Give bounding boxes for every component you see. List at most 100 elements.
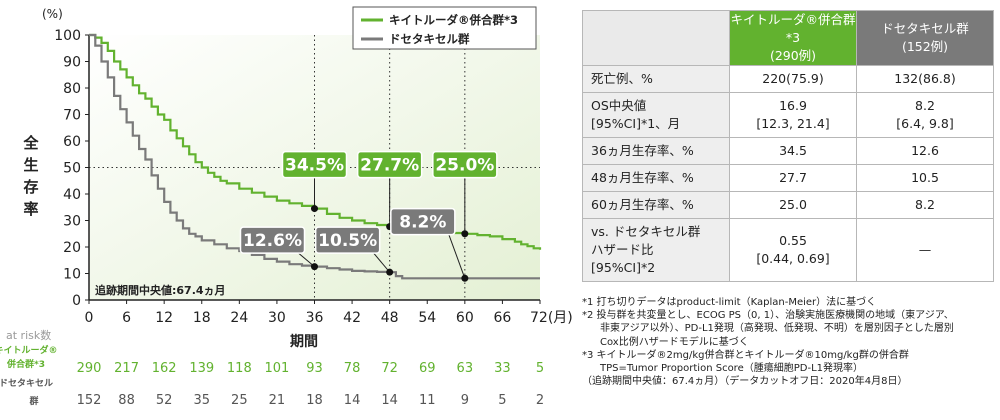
annotation-label: 12.6% [243,231,302,251]
at-risk-value: 93 [306,361,323,376]
at-risk-value: 290 [77,361,102,376]
at-risk-value: 33 [494,361,511,376]
cell-keytruda: 0.55 [0.44, 0.69] [729,218,857,282]
table-row: 48ヵ月生存率、% 27.7 10.5 [582,164,994,192]
row-label-text: ハザード比 [591,242,654,257]
header-keytruda-line2: (290例) [769,48,817,63]
x-tick-label: 6 [122,310,131,326]
cell-keytruda: 25.0 [729,191,857,219]
footnote-2: *2 投与群を共変量とし、ECOG PS（0, 1）、治験実施医療機関の地域（東… [582,310,954,322]
table-corner-cell [582,10,730,66]
header-keytruda: キイトルーダ®併合群*3 (290例) [729,10,857,66]
at-risk-value: 78 [344,361,361,376]
header-docetaxel-line1: ドセタキセル群 [881,21,969,36]
annotation-connector [448,234,466,279]
annotation-box [356,150,423,179]
cell-text: 27.7 [779,170,807,185]
summary-table: キイトルーダ®併合群*3 (290例) ドセタキセル群 (152例) 死亡例、%… [582,10,994,282]
at-risk-value: 152 [77,393,102,408]
cell-docetaxel: 10.5 [856,164,994,192]
x-tick-label: 54 [418,310,436,326]
annotation-point [461,274,469,282]
at-risk-label-docetaxel-1: ドセタキセル [0,377,53,389]
cell-text: 34.5 [779,143,807,158]
annotation-box [314,226,381,254]
cell-docetaxel: 12.6 [856,137,994,165]
at-risk-value: 25 [231,393,248,408]
y-tick-label: 30 [63,214,81,230]
annotation-label: 10.5% [318,231,377,251]
y-tick-label: 60 [63,134,81,150]
x-tick-label: 24 [230,310,248,326]
at-risk-value: 101 [265,361,290,376]
legend-label-docetaxel: ドセタキセル群 [389,32,470,46]
annotation-label: 27.7% [360,156,419,176]
at-risk-value: 35 [193,393,210,408]
annotation-point [386,268,394,276]
y-tick-label: 0 [72,293,81,309]
at-risk-value: 18 [306,393,323,408]
at-risk-label-docetaxel-2: 群 [28,395,38,407]
annotation-box [432,150,498,179]
footnote-followup: （追跡期間中央値：67.4ヵ月）（データカットオフ日：2020年4月8日） [582,376,908,388]
x-tick-label-end: 72(月) [530,310,573,326]
header-docetaxel-line2: (152例) [901,39,949,54]
row-label-hazard-ratio: vs. ドセタキセル群 ハザード比 [95%CI]*2 [582,218,730,282]
annotation-point [311,205,318,213]
y-tick-label: 70 [63,108,81,124]
annotation-box [239,226,306,254]
y-unit-label: (%) [42,7,63,21]
y-tick-label: 100 [54,28,81,44]
row-label-text: OS中央値 [591,98,647,113]
x-tick-label: 48 [381,310,399,326]
at-risk-label-keytruda-1: キイトルーダ® [0,344,58,356]
cell-docetaxel: 8.2 [6.4, 9.8] [856,92,994,138]
x-tick-label: 36 [306,310,324,326]
cell-text: — [918,242,932,257]
cell-text: 8.2 [915,98,935,113]
table-row: OS中央値 [95%CI]*1、月 16.9 [12.3, 21.4] 8.2 … [582,92,994,138]
footnote-2-cont-2: Cox比例ハザードモデルに基づく [600,336,749,348]
annotations: 34.5% 27.7% 25.0% 12.6% 10.5% 8.2% [239,150,498,282]
x-tick-label: 12 [155,310,173,326]
table-row: 死亡例、% 220(75.9) 132(86.8) [582,65,994,93]
at-risk-value: 69 [419,361,436,376]
cell-text: 8.2 [915,197,935,212]
annotation-connector [373,252,391,273]
y-axis-title: 全生存率 [22,134,39,218]
cell-docetaxel: 8.2 [856,191,994,219]
curve-series-1 [89,33,540,280]
footnote-1: *1 打ち切りデータはproduct-limit（Kaplan-Meier）法に… [582,297,877,308]
at-risk-value: 162 [152,361,177,376]
at-risk-value: 217 [114,361,139,376]
table-header-row: キイトルーダ®併合群*3 (290例) ドセタキセル群 (152例) [582,10,994,66]
at-risk-value: 88 [118,393,135,408]
cell-docetaxel: — [856,218,994,282]
x-tick-label: 18 [193,310,211,326]
footnote-2-cont-1: 非東アジア以外）、PD-L1発現（高発現、低発現、不明）を層別因子とした層別 [600,323,954,335]
table-row: 60ヵ月生存率、% 25.0 8.2 [582,191,994,219]
axes: 0 10 20 30 40 50 60 70 80 90 100 0 6 12 18 24 30 36 42 48 54… [54,28,572,326]
cell-text: [12.3, 21.4] [756,116,830,131]
median-followup-note: 追跡期間中央値:67.4ヵ月 [95,283,226,297]
row-label-text: [95%CI]*1、月 [591,116,681,131]
at-risk-value: 21 [269,393,286,408]
x-axis-title: 期間 [290,334,318,350]
y-axis-title-char: 存 [23,178,38,196]
row-label-48m: 48ヵ月生存率、% [582,164,730,192]
cell-keytruda: 220(75.9) [729,65,857,93]
row-label-text: 死亡例、% [591,71,653,86]
cell-keytruda: 34.5 [729,137,857,165]
annotation-label: 25.0% [435,156,494,176]
row-label-text: 36ヵ月生存率、% [591,143,694,158]
row-label-36m: 36ヵ月生存率、% [582,137,730,165]
header-docetaxel: ドセタキセル群 (152例) [856,10,994,66]
at-risk-value: 5 [536,361,544,376]
cell-docetaxel: 132(86.8) [856,65,994,93]
row-label-os-median: OS中央値 [95%CI]*1、月 [582,92,730,138]
row-label-text: 60ヵ月生存率、% [591,197,694,212]
y-tick-label: 40 [63,187,81,203]
legend-box [352,6,537,50]
cell-text: 0.55 [779,233,807,248]
footnotes: *1 打ち切りデータはproduct-limit（Kaplan-Meier）法に… [582,296,996,388]
